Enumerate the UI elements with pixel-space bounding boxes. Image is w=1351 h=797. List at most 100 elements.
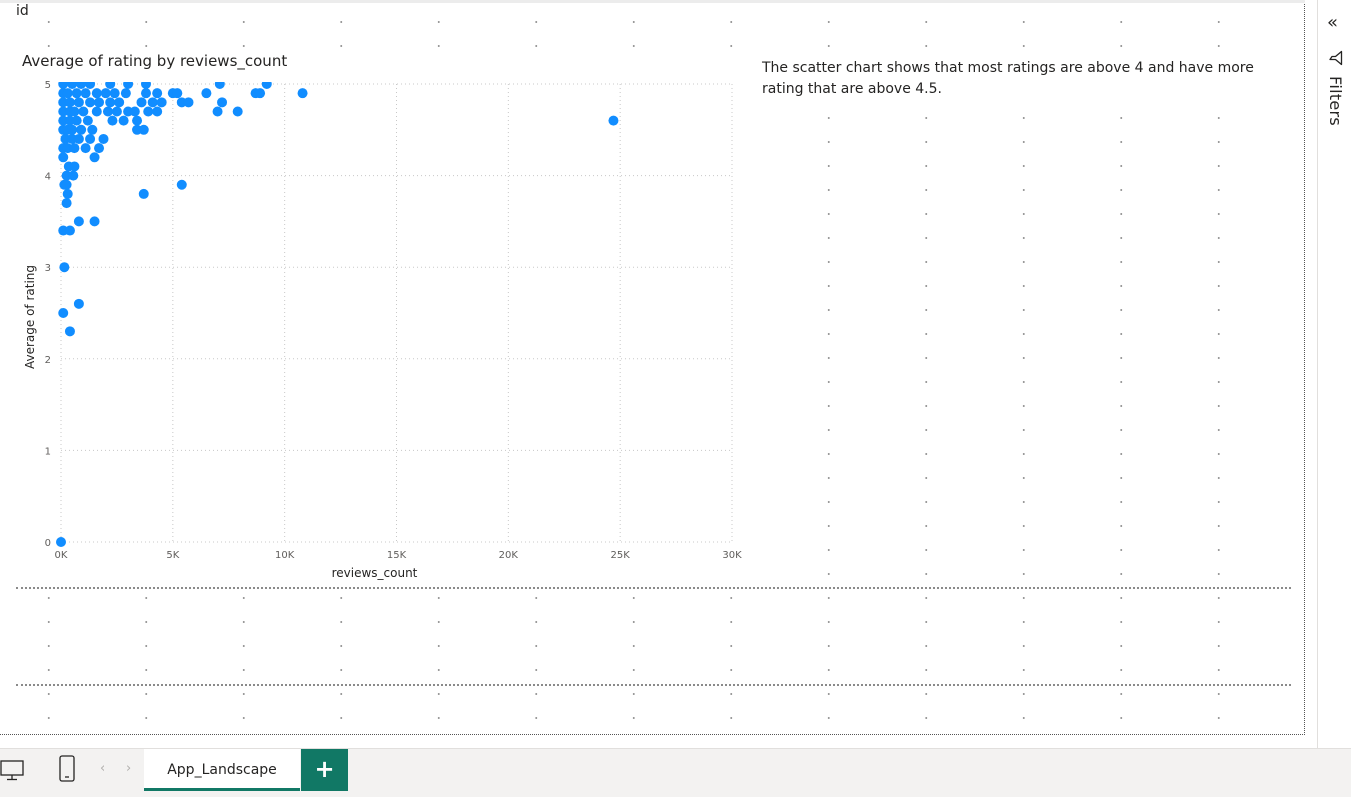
scatter-chart-visual[interactable]: Average of rating by reviews_count 0K 5K 1… — [8, 48, 748, 588]
x-axis-title: reviews_count — [332, 566, 418, 580]
scatter-point[interactable] — [176, 179, 187, 190]
report-canvas[interactable]: id Average of rating by reviews_count 0K… — [0, 0, 1305, 735]
scatter-point[interactable] — [87, 124, 98, 135]
scatter-point[interactable] — [85, 133, 96, 144]
scatter-point[interactable] — [143, 106, 154, 117]
scatter-point[interactable] — [58, 308, 69, 318]
chart-description-textbox[interactable]: The scatter chart shows that most rating… — [758, 56, 1286, 102]
scatter-point[interactable] — [214, 79, 225, 89]
scatter-point[interactable] — [255, 88, 266, 99]
scatter-point[interactable] — [91, 106, 102, 117]
scatter-point[interactable] — [59, 262, 70, 273]
scatter-point[interactable] — [73, 216, 84, 227]
scatter-point[interactable] — [261, 79, 272, 89]
scatter-point[interactable] — [140, 79, 151, 89]
scatter-point[interactable] — [111, 106, 122, 117]
scatter-point[interactable] — [138, 124, 149, 135]
mobile-view-icon[interactable] — [57, 755, 77, 783]
y-tick-label: 4 — [45, 172, 51, 183]
page-navigation-bar: ‹ › App_Landscape + — [0, 748, 1351, 797]
collapse-pane-icon[interactable]: « — [1327, 12, 1339, 33]
scatter-point[interactable] — [85, 79, 96, 89]
filters-label[interactable]: Filters — [1326, 76, 1345, 127]
scatter-point[interactable] — [61, 179, 72, 190]
scatter-points[interactable] — [56, 79, 619, 547]
scatter-point[interactable] — [62, 188, 73, 199]
scatter-point[interactable] — [94, 143, 105, 154]
scatter-point[interactable] — [147, 97, 158, 108]
scatter-chart[interactable]: 0K 5K 10K 15K 20K 25K 30K012345reviews_countAv… — [8, 48, 748, 588]
scatter-point[interactable] — [102, 106, 113, 117]
scatter-point[interactable] — [232, 106, 243, 117]
scatter-point[interactable] — [94, 97, 105, 108]
scatter-point[interactable] — [100, 88, 111, 99]
scatter-point[interactable] — [69, 106, 80, 117]
scatter-point[interactable] — [109, 88, 120, 99]
next-page-icon[interactable]: › — [126, 761, 132, 776]
y-tick-label: 0 — [45, 538, 51, 549]
scatter-point[interactable] — [183, 97, 194, 108]
scatter-point[interactable] — [212, 106, 223, 117]
scatter-point[interactable] — [62, 88, 73, 99]
scatter-point[interactable] — [105, 97, 116, 108]
scatter-point[interactable] — [67, 124, 78, 135]
add-page-button[interactable]: + — [301, 749, 348, 791]
scatter-point[interactable] — [89, 216, 100, 227]
scatter-point[interactable] — [71, 88, 82, 99]
scatter-point[interactable] — [58, 79, 69, 89]
scatter-point[interactable] — [80, 143, 91, 154]
scatter-point[interactable] — [61, 198, 72, 209]
scatter-point[interactable] — [140, 88, 151, 99]
y-tick-label: 2 — [45, 355, 51, 366]
scatter-point[interactable] — [152, 106, 163, 117]
scatter-point[interactable] — [129, 106, 140, 117]
scatter-point[interactable] — [136, 97, 147, 108]
section-divider-dots — [16, 684, 1291, 686]
scatter-point[interactable] — [68, 170, 79, 181]
scatter-point[interactable] — [67, 79, 78, 89]
x-tick-label: 10K — [275, 550, 295, 561]
scatter-point[interactable] — [78, 106, 89, 117]
scatter-point[interactable] — [608, 115, 619, 126]
scatter-point[interactable] — [82, 115, 93, 126]
scatter-point[interactable] — [85, 97, 96, 108]
scatter-point[interactable] — [123, 79, 134, 89]
scatter-point[interactable] — [105, 79, 116, 89]
x-tick-label: 30K — [722, 550, 742, 561]
chart-title: Average of rating by reviews_count — [22, 52, 288, 70]
scatter-point[interactable] — [118, 115, 129, 126]
scatter-point[interactable] — [64, 326, 75, 337]
page-tab-app-landscape[interactable]: App_Landscape — [144, 749, 300, 791]
scatter-point[interactable] — [107, 115, 118, 126]
scatter-point[interactable] — [172, 88, 183, 99]
desktop-view-icon[interactable] — [0, 757, 26, 783]
scatter-point[interactable] — [98, 133, 109, 144]
scatter-point[interactable] — [73, 97, 84, 108]
scatter-point[interactable] — [64, 97, 75, 108]
scatter-point[interactable] — [56, 537, 66, 547]
scatter-point[interactable] — [217, 97, 228, 108]
previous-page-icon[interactable]: ‹ — [100, 761, 106, 776]
scatter-point[interactable] — [76, 124, 87, 135]
scatter-point[interactable] — [201, 88, 212, 99]
scatter-point[interactable] — [71, 115, 82, 126]
filters-pane[interactable]: « Filters — [1317, 0, 1351, 748]
scatter-point[interactable] — [138, 188, 149, 199]
scatter-point[interactable] — [73, 133, 84, 144]
scatter-point[interactable] — [69, 161, 80, 172]
scatter-point[interactable] — [156, 97, 167, 108]
scatter-point[interactable] — [132, 115, 143, 126]
scatter-point[interactable] — [73, 298, 84, 309]
scatter-point[interactable] — [58, 152, 69, 163]
scatter-point[interactable] — [69, 143, 80, 154]
scatter-point[interactable] — [114, 97, 125, 108]
scatter-point[interactable] — [80, 88, 91, 99]
scatter-point[interactable] — [297, 88, 308, 99]
scatter-point[interactable] — [89, 152, 100, 163]
scatter-point[interactable] — [91, 88, 102, 99]
y-tick-label: 3 — [45, 263, 51, 274]
scatter-point[interactable] — [152, 88, 163, 99]
scatter-point[interactable] — [64, 225, 75, 236]
scatter-point[interactable] — [76, 79, 87, 89]
scatter-point[interactable] — [120, 88, 131, 99]
